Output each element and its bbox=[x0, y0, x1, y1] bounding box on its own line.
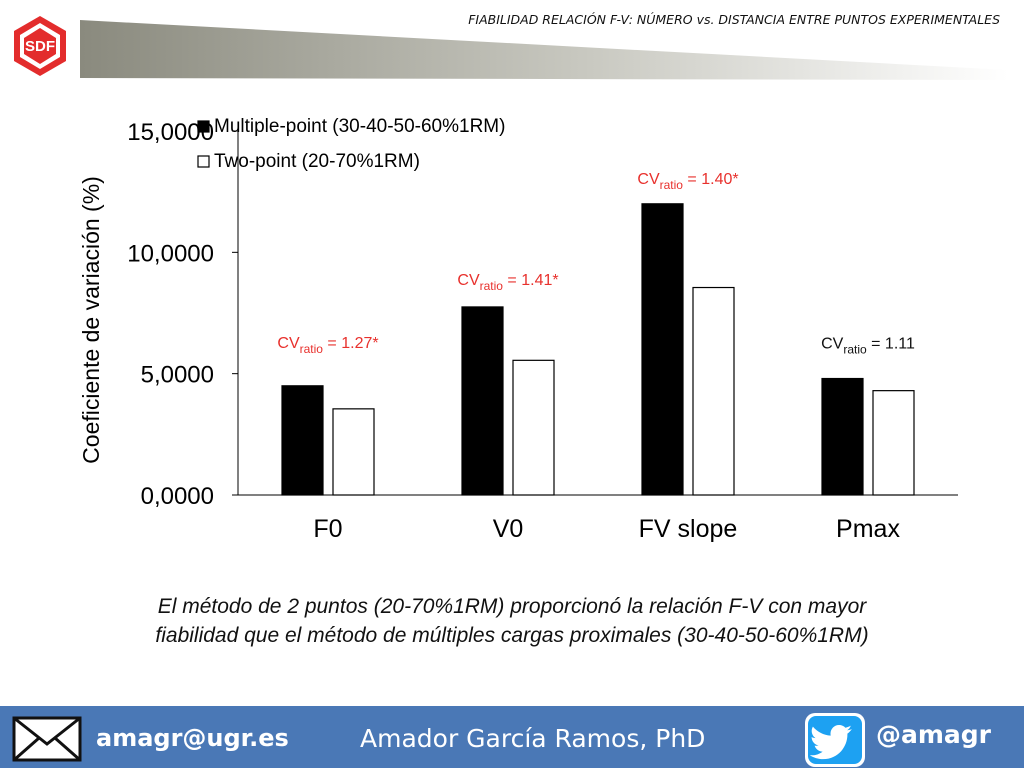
author-name: Amador García Ramos, PhD bbox=[360, 724, 706, 753]
legend-swatch bbox=[197, 155, 210, 168]
bar-multiple-point-pmax bbox=[821, 377, 864, 496]
caption-line-1: El método de 2 puntos (20-70%1RM) propor… bbox=[157, 595, 867, 618]
bar-two-point-pmax bbox=[872, 390, 915, 496]
legend-swatch bbox=[197, 120, 210, 133]
bar-multiple-point-fv-slope bbox=[641, 203, 684, 496]
legend-label: Two-point (20-70%1RM) bbox=[214, 151, 420, 172]
bar-multiple-point-f0 bbox=[281, 385, 324, 496]
x-tick-label: F0 bbox=[313, 515, 342, 543]
cv-ratio-prefix: CV bbox=[457, 272, 480, 289]
header-title: FIABILIDAD RELACIÓN F-V: NÚMERO vs. DIST… bbox=[468, 12, 1000, 27]
mail-icon[interactable] bbox=[12, 716, 82, 762]
x-tick-label: FV slope bbox=[639, 515, 738, 543]
bar-multiple-point-v0 bbox=[461, 306, 504, 496]
cv-ratio-value: = 1.40* bbox=[683, 171, 739, 188]
cv-ratio-annotation: CVratio = 1.40* bbox=[637, 171, 738, 192]
cv-ratio-prefix: CV bbox=[277, 335, 300, 352]
email-link[interactable]: amagr@ugr.es bbox=[96, 724, 289, 752]
y-axis-label: Coeficiente de variación (%) bbox=[78, 176, 104, 464]
bar-two-point-v0 bbox=[512, 359, 555, 496]
cv-ratio-subscript: ratio bbox=[480, 279, 504, 293]
footer-bar: amagr@ugr.es Amador García Ramos, PhD @a… bbox=[0, 706, 1024, 768]
cv-ratio-annotation: CVratio = 1.41* bbox=[457, 272, 558, 293]
cv-ratio-value: = 1.11 bbox=[867, 336, 915, 353]
y-tick-label: 0,0000 bbox=[141, 483, 214, 510]
bar-two-point-f0 bbox=[332, 408, 375, 496]
twitter-handle[interactable]: @amagr bbox=[876, 720, 992, 749]
caption-line-2: fiabilidad que el método de múltiples ca… bbox=[155, 624, 869, 647]
header-bar bbox=[80, 20, 1008, 80]
cv-ratio-subscript: ratio bbox=[660, 178, 684, 192]
bar-two-point-fv-slope bbox=[692, 286, 735, 496]
cv-ratio-value: = 1.41* bbox=[503, 272, 559, 289]
cv-ratio-annotation: CVratio = 1.11 bbox=[821, 336, 915, 357]
cv-ratio-value: = 1.27* bbox=[323, 335, 379, 352]
twitter-icon[interactable] bbox=[804, 712, 866, 768]
cv-ratio-annotation: CVratio = 1.27* bbox=[277, 335, 378, 356]
cv-ratio-prefix: CV bbox=[821, 336, 844, 353]
legend-label: Multiple-point (30-40-50-60%1RM) bbox=[214, 116, 505, 137]
x-tick-label: V0 bbox=[493, 515, 524, 543]
y-tick-label: 10,0000 bbox=[127, 240, 214, 267]
sdf-logo: SDF bbox=[14, 16, 66, 76]
y-tick-label: 5,0000 bbox=[141, 362, 214, 389]
bar-chart: Coeficiente de variación (%) 0,0000 5,000… bbox=[78, 116, 958, 543]
cv-ratio-prefix: CV bbox=[637, 171, 660, 188]
x-tick-label: Pmax bbox=[836, 515, 900, 543]
cv-ratio-subscript: ratio bbox=[300, 342, 324, 356]
caption: El método de 2 puntos (20-70%1RM) propor… bbox=[40, 592, 984, 650]
logo-text: SDF bbox=[25, 38, 55, 55]
cv-ratio-subscript: ratio bbox=[843, 343, 867, 357]
